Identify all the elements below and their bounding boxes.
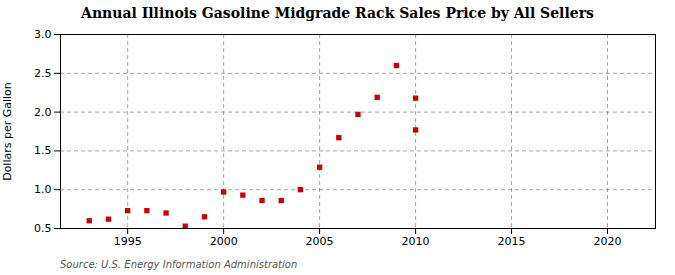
- svg-text:2010: 2010: [402, 235, 430, 248]
- svg-text:1.5: 1.5: [34, 144, 52, 157]
- svg-text:0.5: 0.5: [34, 222, 52, 235]
- svg-text:2015: 2015: [498, 235, 526, 248]
- svg-text:2000: 2000: [210, 235, 238, 248]
- html-text:Source: U.S. Energy Informatio: Source: U.S. Energy Information Administ…: [60, 259, 298, 270]
- html-text:Annual Illinois Gasoline Midgr: Annual Illinois Gasoline Midgrade Rack S…: [81, 5, 594, 21]
- svg-text:3.0: 3.0: [34, 28, 52, 41]
- svg-text:2005: 2005: [306, 235, 334, 248]
- svg-text:1.0: 1.0: [34, 183, 52, 196]
- svg-text:2.0: 2.0: [34, 106, 52, 119]
- svg-text:2.5: 2.5: [34, 67, 52, 80]
- svg-text:1995: 1995: [114, 235, 142, 248]
- svg-text:Dollars per Gallon: Dollars per Gallon: [1, 82, 14, 181]
- svg-text:2020: 2020: [594, 235, 622, 248]
